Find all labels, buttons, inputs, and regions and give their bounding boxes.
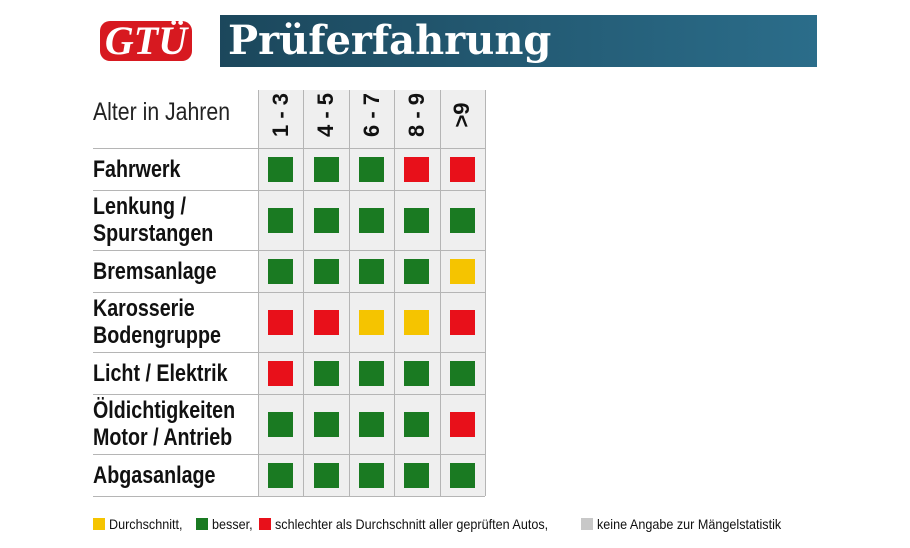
status-cell [404,207,430,233]
column-header: >9 [449,102,475,128]
status-cell [359,258,384,284]
status-cell [449,309,475,335]
title: Prüferfahrung [228,17,552,64]
status-cell [449,258,475,284]
grid-line [303,90,305,496]
grid-line [93,190,485,191]
status-cell [359,411,384,437]
status-cell [268,411,294,437]
status-cell [449,156,475,182]
grid-line [258,90,259,496]
status-cell [404,411,430,437]
status-cell [268,207,294,233]
row-label: Spurstangen [93,220,214,247]
status-cell [404,309,430,335]
status-cell [313,360,339,386]
status-cell [404,360,430,386]
status-cell [359,462,384,488]
status-cell [313,462,339,488]
logo: GTÜ [100,21,192,61]
status-cell [268,309,294,335]
status-cell [313,156,339,182]
status-cell [268,360,294,386]
status-cell [268,462,294,488]
column-header: 1 - 3 [267,92,293,138]
status-cell [404,462,430,488]
status-cell [268,258,294,284]
legend-swatch [93,518,105,530]
grid-line [93,148,485,149]
status-cell [449,207,475,233]
grid-line [394,90,396,496]
legend-swatch [259,518,271,530]
status-cell [449,360,475,386]
row-label: Fahrwerk [93,155,181,183]
row-label: Licht / Elektrik [93,359,228,387]
status-cell [404,156,430,182]
column-header: 4 - 5 [313,92,339,138]
legend-label: keine Angabe zur Mängelstatistik [597,516,782,532]
status-cell [313,309,339,335]
grid-line [348,90,350,496]
legend-label: besser, [212,516,253,532]
status-cell [313,411,339,437]
status-cell [359,207,384,233]
status-cell [359,360,384,386]
status-cell [313,258,339,284]
legend-swatch [581,518,593,530]
grid-line [439,90,441,496]
legend-label: schlechter als Durchschnitt aller geprüf… [275,516,549,532]
column-header: 8 - 9 [403,92,429,138]
row-label: Abgasanlage [93,461,216,489]
grid-line [93,352,485,353]
row-label: Bodengruppe [93,322,221,349]
grid-line [93,292,485,293]
legend-swatch [196,518,208,530]
row-label: Bremsanlage [93,257,217,285]
legend-label: Durchschnitt, [109,516,183,532]
grid-line [93,250,485,251]
grid-line [93,454,485,455]
grid-line [485,90,486,496]
row-label: Lenkung / [93,193,186,220]
status-cell [449,411,475,437]
row-label: Motor / Antrieb [93,424,233,451]
grid-line [93,496,485,497]
status-cell [313,207,339,233]
corner-label: Alter in Jahren [93,98,231,126]
row-label: Karosserie [93,295,195,322]
row-label: Öldichtigkeiten [93,397,236,424]
column-header: 6 - 7 [358,92,384,138]
status-cell [359,156,384,182]
status-cell [449,462,475,488]
status-cell [359,309,384,335]
grid-line [93,394,485,395]
status-cell [268,156,294,182]
status-cell [404,258,430,284]
